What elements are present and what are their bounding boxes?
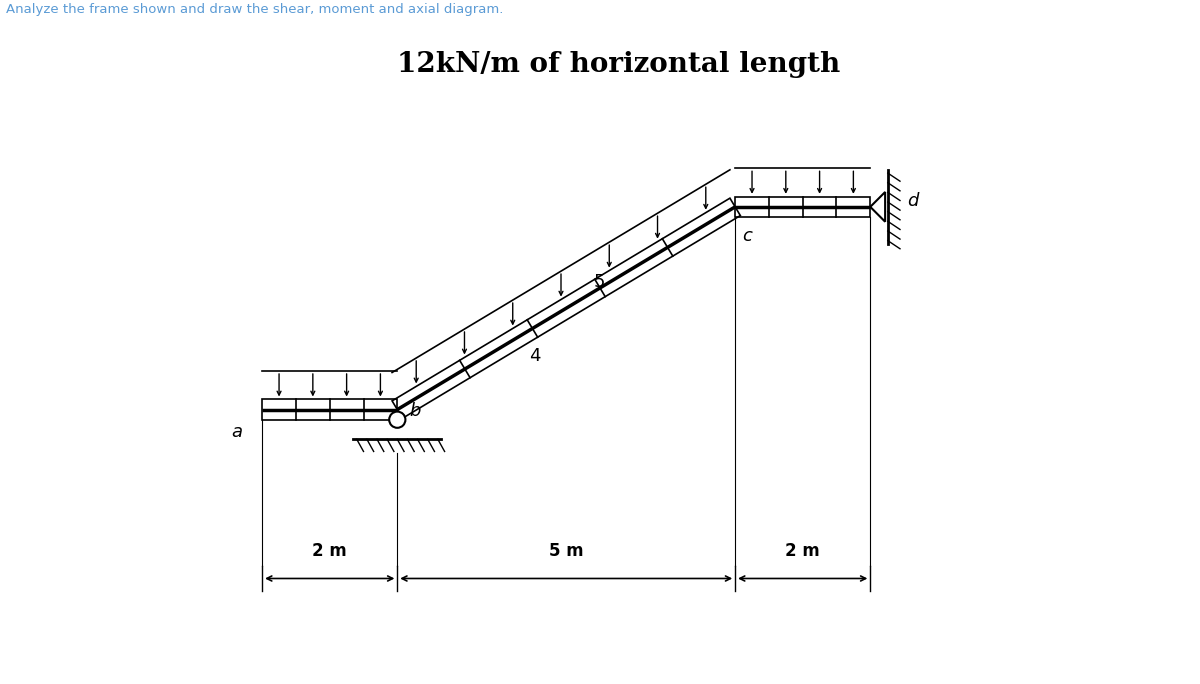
Circle shape: [389, 412, 406, 428]
Text: 2 m: 2 m: [312, 542, 347, 560]
Text: a: a: [230, 423, 242, 441]
Text: b: b: [409, 402, 421, 420]
Text: 5: 5: [593, 274, 605, 291]
Text: 4: 4: [529, 347, 540, 365]
Text: c: c: [742, 227, 751, 245]
Text: 5 m: 5 m: [548, 542, 583, 560]
Text: 2 m: 2 m: [785, 542, 820, 560]
Text: 12kN/m of horizontal length: 12kN/m of horizontal length: [397, 51, 840, 79]
Text: d: d: [907, 192, 919, 211]
Text: Analyze the frame shown and draw the shear, moment and axial diagram.: Analyze the frame shown and draw the she…: [6, 3, 503, 16]
